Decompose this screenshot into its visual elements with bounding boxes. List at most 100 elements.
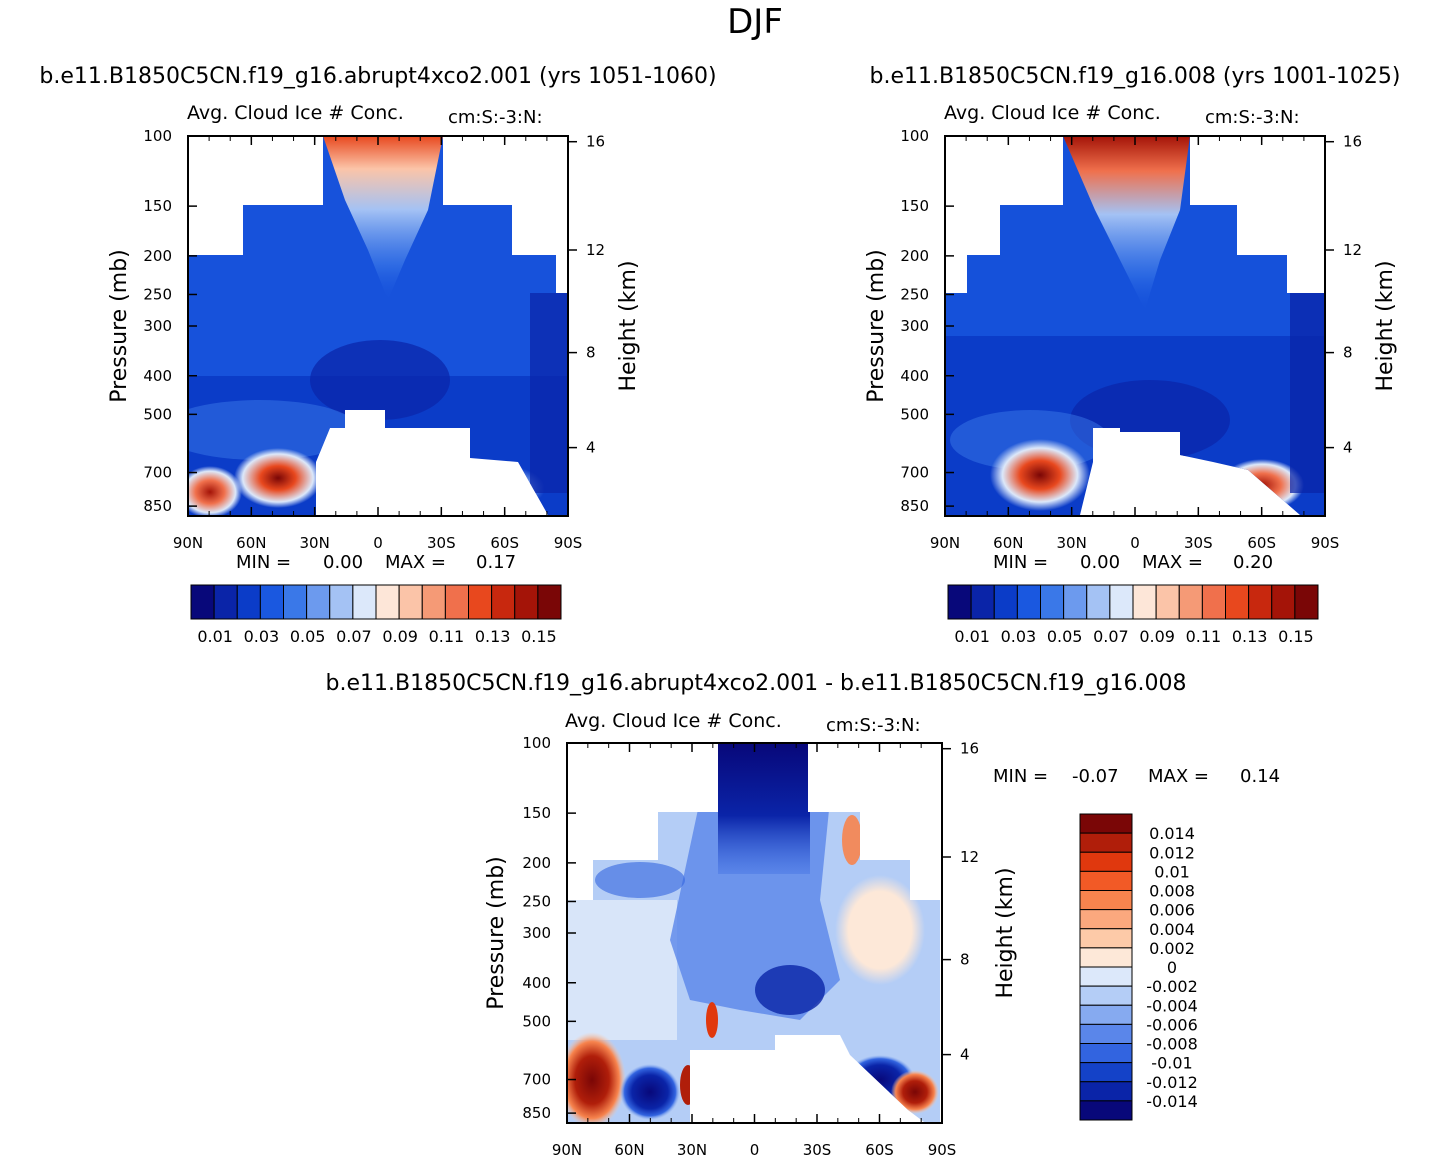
pressure-tick-label: 200 — [900, 247, 929, 265]
colorbar-swatch — [1079, 813, 1133, 834]
colorbar-label: -0.002 — [1146, 977, 1198, 996]
colorbar-swatch — [306, 584, 331, 620]
lat-tick-label: 60S — [865, 1141, 894, 1159]
pressure-tick-label: 400 — [143, 367, 172, 385]
panel-3-blob-b — [595, 862, 685, 898]
pressure-tick-label: 150 — [900, 197, 929, 215]
pressure-tick-label: 150 — [522, 804, 551, 822]
colorbar-swatch — [1079, 851, 1133, 872]
colorbar-label: 0.008 — [1149, 882, 1195, 901]
panel-3-feature-c — [891, 1070, 939, 1114]
panel-1-title: b.e11.B1850C5CN.f19_g16.abrupt4xco2.001 … — [39, 64, 716, 89]
colorbar-label: 0.09 — [1139, 627, 1175, 646]
panel-3-feature-d — [835, 875, 925, 985]
colorbar-swatch — [283, 584, 308, 620]
panel-1-subtitle-left: Avg. Cloud Ice # Conc. — [187, 102, 404, 124]
lat-tick-label: 30N — [1057, 534, 1087, 552]
colorbar-swatch — [1225, 584, 1250, 620]
lat-tick-label: 60N — [614, 1141, 644, 1159]
panel-2-subtitle-right: cm:S:-3:N: — [1205, 107, 1300, 128]
pressure-tick-label: 500 — [143, 405, 172, 423]
panel-2-field — [945, 136, 1325, 515]
panel-3-min-label: MIN = — [993, 766, 1048, 787]
panel-3-top-negative — [718, 744, 810, 874]
colorbar-swatch — [1079, 1043, 1133, 1064]
colorbar-swatch — [993, 584, 1018, 620]
pressure-tick-label: 700 — [143, 464, 172, 482]
pressure-tick-label: 250 — [900, 285, 929, 303]
colorbar-label: 0 — [1167, 958, 1177, 977]
colorbar-swatch — [1079, 890, 1133, 911]
colorbar-swatch — [1155, 584, 1180, 620]
colorbar-label: 0.002 — [1149, 939, 1195, 958]
panel-3-title: b.e11.B1850C5CN.f19_g16.abrupt4xco2.001 … — [326, 671, 1187, 696]
colorbar-swatch — [1079, 966, 1133, 987]
lat-tick-label: 60S — [490, 534, 519, 552]
height-tick-label: 4 — [1343, 439, 1353, 457]
colorbar-swatch — [1079, 909, 1133, 930]
pressure-tick-label: 500 — [900, 405, 929, 423]
panel-3-blob-e — [706, 1002, 718, 1038]
lat-tick-label: 90S — [1311, 534, 1340, 552]
panel-3-feature-b — [620, 1064, 680, 1120]
panel-3: b.e11.B1850C5CN.f19_g16.abrupt4xco2.001 … — [326, 671, 1281, 1159]
height-tick-label: 4 — [960, 1046, 970, 1064]
lat-tick-label: 90N — [930, 534, 960, 552]
panel-2-feature-1 — [990, 439, 1090, 511]
colorbar-swatch — [236, 584, 261, 620]
colorbar-swatch — [329, 584, 354, 620]
colorbar-swatch — [1132, 584, 1157, 620]
pressure-tick-label: 100 — [143, 127, 172, 145]
height-tick-label: 16 — [960, 740, 979, 758]
panel-3-feature-a — [567, 1032, 626, 1122]
height-tick-label: 12 — [960, 848, 979, 866]
panel-2-right-edge — [1290, 293, 1325, 493]
colorbar-label: 0.13 — [1232, 627, 1268, 646]
colorbar-label: 0.01 — [954, 627, 990, 646]
panel-2-tick-labels: 100 150 200 250 300 400 500 700 850 16 12 8 4 90N 60N 3… — [900, 127, 1362, 552]
lat-tick-label: 90N — [173, 534, 203, 552]
height-tick-label: 16 — [1343, 133, 1362, 151]
panel-1-feature-1 — [188, 466, 242, 515]
colorbar-label: 0.05 — [1047, 627, 1083, 646]
colorbar-label: 0.11 — [1186, 627, 1222, 646]
colorbar-label: 0.05 — [290, 627, 326, 646]
colorbar-label: 0.01 — [1154, 862, 1190, 881]
panel-2: b.e11.B1850C5CN.f19_g16.008 (yrs 1001-10… — [864, 64, 1401, 646]
panel-1-colorbar: 0.01 0.03 0.05 0.07 0.09 0.11 0.13 0.15 — [190, 584, 562, 646]
colorbar-swatch — [1109, 584, 1134, 620]
figure-title: DJF — [727, 2, 783, 42]
colorbar-swatch — [1294, 584, 1319, 620]
lat-tick-label: 0 — [373, 534, 383, 552]
height-tick-label: 8 — [586, 344, 596, 362]
colorbar-swatch — [947, 584, 972, 620]
pressure-tick-label: 200 — [143, 247, 172, 265]
colorbar-swatch — [970, 584, 995, 620]
panel-1-tick-labels: 100 150 200 250 300 400 500 700 850 16 12 8 4 90N 60N 3… — [143, 127, 605, 552]
colorbar-label: 0.014 — [1149, 824, 1195, 843]
colorbar-label: 0.07 — [1093, 627, 1129, 646]
panel-1-lowlevel-band — [188, 400, 360, 460]
pressure-tick-label: 300 — [522, 924, 551, 942]
colorbar-swatch — [1016, 584, 1041, 620]
panel-1-ylabel: Pressure (mb) — [107, 249, 132, 403]
lat-tick-label: 0 — [750, 1141, 760, 1159]
panel-3-subtitle-right: cm:S:-3:N: — [826, 715, 921, 736]
colorbar-swatch — [1248, 584, 1273, 620]
colorbar-swatch — [375, 584, 400, 620]
colorbar-swatch — [213, 584, 238, 620]
pressure-tick-label: 150 — [143, 197, 172, 215]
pressure-tick-label: 250 — [522, 892, 551, 910]
colorbar-swatch — [1040, 584, 1065, 620]
panel-3-ylabel: Pressure (mb) — [484, 856, 509, 1010]
lat-tick-label: 30S — [427, 534, 456, 552]
colorbar-label: 0.01 — [197, 627, 233, 646]
panel-2-ticks — [944, 135, 1334, 516]
panel-1-feature-2 — [234, 448, 322, 508]
colorbar-label: 0.03 — [1001, 627, 1037, 646]
colorbar-label: 0.15 — [521, 627, 557, 646]
panel-2-subtitle-left: Avg. Cloud Ice # Conc. — [944, 102, 1161, 124]
height-tick-label: 16 — [586, 133, 605, 151]
panel-2-ylabel: Pressure (mb) — [864, 249, 889, 403]
height-tick-label: 12 — [586, 241, 605, 259]
